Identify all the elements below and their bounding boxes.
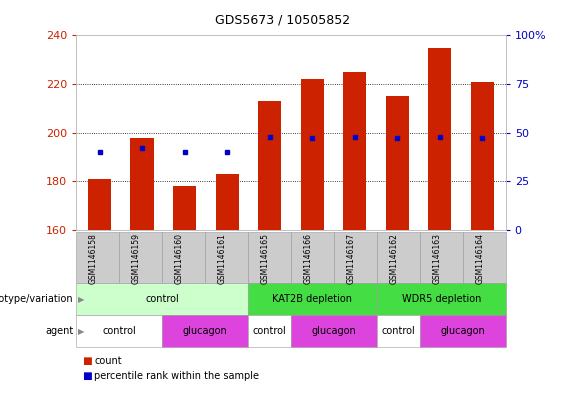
Bar — [385, 96, 409, 230]
Text: GSM1146167: GSM1146167 — [346, 233, 355, 284]
Text: GSM1146164: GSM1146164 — [475, 233, 484, 284]
Text: ■: ■ — [82, 371, 92, 381]
Bar — [301, 79, 324, 230]
Text: GDS5673 / 10505852: GDS5673 / 10505852 — [215, 14, 350, 27]
Text: ▶: ▶ — [78, 327, 85, 336]
Text: GSM1146162: GSM1146162 — [389, 233, 398, 284]
Text: KAT2B depletion: KAT2B depletion — [272, 294, 353, 304]
Bar — [131, 138, 154, 230]
Text: ▶: ▶ — [78, 295, 85, 303]
Text: GSM1146158: GSM1146158 — [89, 233, 98, 284]
Text: GSM1146166: GSM1146166 — [303, 233, 312, 284]
Bar — [471, 82, 494, 230]
Bar — [428, 48, 451, 230]
Text: count: count — [94, 356, 122, 366]
Text: GSM1146160: GSM1146160 — [175, 233, 184, 284]
Text: control: control — [253, 326, 286, 336]
Bar — [215, 174, 239, 230]
Text: GSM1146165: GSM1146165 — [260, 233, 270, 284]
Text: glucagon: glucagon — [311, 326, 357, 336]
Text: agent: agent — [45, 326, 73, 336]
Bar — [88, 179, 111, 230]
Text: GSM1146161: GSM1146161 — [218, 233, 227, 284]
Text: GSM1146159: GSM1146159 — [132, 233, 141, 284]
Text: control: control — [381, 326, 415, 336]
Bar — [258, 101, 281, 230]
Text: control: control — [102, 326, 136, 336]
Text: ■: ■ — [82, 356, 92, 366]
Text: control: control — [145, 294, 179, 304]
Bar — [343, 72, 367, 230]
Text: genotype/variation: genotype/variation — [0, 294, 73, 304]
Text: percentile rank within the sample: percentile rank within the sample — [94, 371, 259, 381]
Text: glucagon: glucagon — [440, 326, 485, 336]
Text: GSM1146163: GSM1146163 — [432, 233, 441, 284]
Text: glucagon: glucagon — [182, 326, 228, 336]
Text: WDR5 depletion: WDR5 depletion — [402, 294, 481, 304]
Bar — [173, 186, 197, 230]
